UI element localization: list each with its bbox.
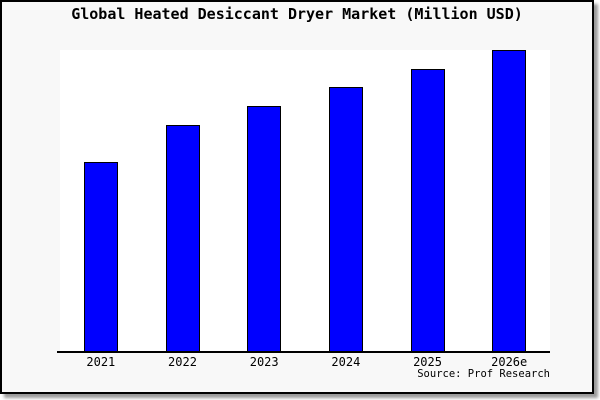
bar-2022 xyxy=(165,125,200,352)
source-text: Source: Prof Research xyxy=(417,368,550,380)
bar-slot-2025 xyxy=(387,50,469,352)
chart-canvas: Global Heated Desiccant Dryer Market (Mi… xyxy=(2,2,592,392)
bars-container xyxy=(60,50,550,352)
bar-2023 xyxy=(247,106,282,352)
x-tick-label-2024: 2024 xyxy=(331,355,361,369)
bar-slot-2021 xyxy=(60,50,142,352)
chart-window: Global Heated Desiccant Dryer Market (Mi… xyxy=(0,0,594,394)
x-tick-label-2021: 2021 xyxy=(86,355,116,369)
x-axis-labels: 2021 2022 2023 2024 2025 2026e xyxy=(60,355,550,370)
bar-2025 xyxy=(410,69,445,352)
plot-area xyxy=(60,50,550,352)
x-axis-line xyxy=(57,351,550,353)
x-tick-label-2023: 2023 xyxy=(249,355,279,369)
bar-2026e xyxy=(492,50,527,352)
bar-slot-2026e xyxy=(468,50,550,352)
bar-slot-2023 xyxy=(223,50,305,352)
x-tick-label-2022: 2022 xyxy=(168,355,197,369)
bar-slot-2024 xyxy=(305,50,387,352)
chart-title: Global Heated Desiccant Dryer Market (Mi… xyxy=(71,5,523,23)
x-tick-label-2025: 2025 xyxy=(413,355,442,369)
bar-2024 xyxy=(328,87,363,352)
bar-slot-2022 xyxy=(142,50,224,352)
x-tick-label-2026e: 2026e xyxy=(491,355,528,369)
bar-2021 xyxy=(83,162,118,352)
